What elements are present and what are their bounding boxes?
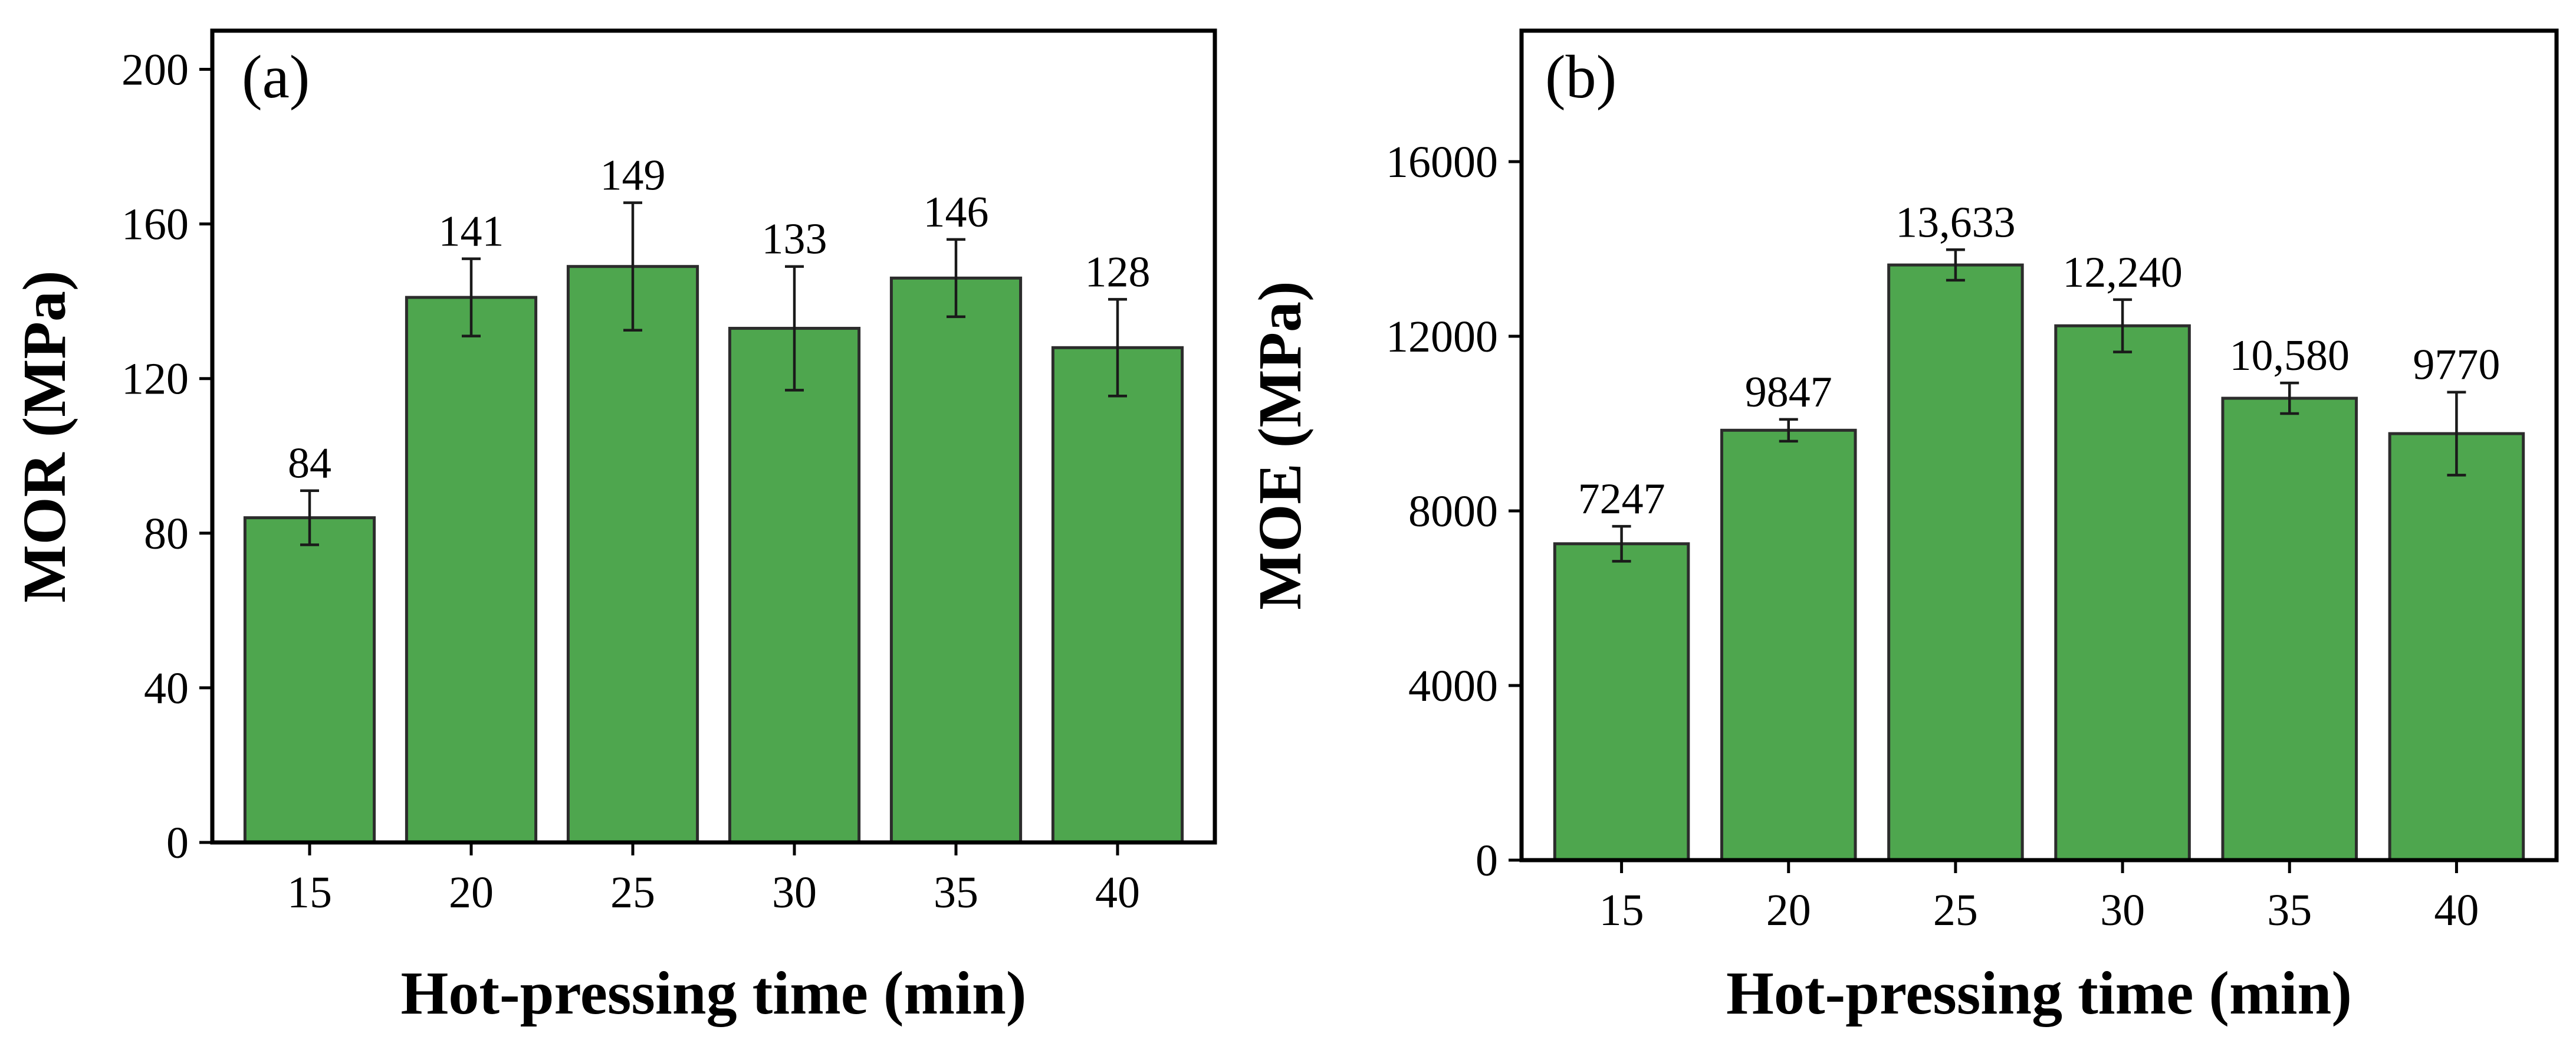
y-axis-title: MOE (MPa) — [1246, 281, 1314, 609]
x-tick-label-20: 20 — [449, 868, 494, 917]
error-bar-15 — [300, 489, 319, 546]
y-tick-label-0: 0 — [1476, 836, 1498, 886]
x-axis-title: Hot-pressing time (min) — [1726, 959, 2352, 1027]
value-label-35: 10,580 — [2230, 332, 2350, 380]
bar-35 — [2221, 396, 2358, 862]
error-bar-15 — [1612, 524, 1631, 563]
x-tick-label-15: 15 — [287, 868, 332, 917]
value-label-15: 84 — [288, 440, 331, 488]
value-label-25: 149 — [600, 152, 666, 200]
y-tick-label-4000: 4000 — [1408, 661, 1498, 711]
error-bar-25 — [623, 201, 642, 332]
y-tick-label-160: 160 — [121, 200, 189, 250]
error-bar-20 — [1779, 418, 1798, 443]
error-bar-40 — [1108, 298, 1127, 398]
error-bar-30 — [2113, 298, 2133, 353]
value-label-35: 146 — [924, 188, 989, 237]
bar-40 — [2388, 432, 2525, 862]
error-bar-35 — [2280, 381, 2299, 415]
y-tick-label-0: 0 — [166, 818, 189, 868]
x-tick-label-15: 15 — [1599, 886, 1644, 935]
x-tick-label-25: 25 — [1933, 886, 1978, 935]
x-axis-title: Hot-pressing time (min) — [400, 959, 1026, 1027]
bar-40 — [1051, 346, 1184, 844]
x-tick-label-25: 25 — [610, 868, 655, 917]
value-label-20: 9847 — [1745, 368, 1832, 417]
value-label-20: 141 — [439, 208, 504, 256]
error-bar-20 — [462, 257, 481, 337]
value-label-30: 12,240 — [2062, 248, 2183, 297]
x-tick-label-35: 35 — [2267, 886, 2312, 935]
bar-30 — [2054, 324, 2191, 862]
bar-25 — [1887, 263, 2024, 862]
y-tick-label-12000: 12000 — [1386, 312, 1498, 362]
y-axis-title: MOR (MPa) — [11, 270, 78, 602]
plot-frame — [210, 28, 1217, 845]
value-label-30: 133 — [762, 215, 827, 264]
plot-frame — [1519, 28, 2559, 862]
y-tick-label-120: 120 — [121, 355, 189, 404]
x-tick-label-40: 40 — [2434, 886, 2479, 935]
y-tick-label-40: 40 — [144, 664, 189, 713]
y-tick-label-200: 200 — [121, 45, 189, 95]
x-tick-label-30: 30 — [772, 868, 817, 917]
bar-15 — [243, 516, 376, 844]
panel-label: (b) — [1545, 43, 1616, 111]
error-bar-25 — [1946, 248, 1965, 282]
x-tick-label-20: 20 — [1766, 886, 1811, 935]
bar-30 — [728, 327, 861, 844]
panel-label: (a) — [242, 43, 310, 111]
bar-20 — [405, 296, 538, 844]
x-tick-label-40: 40 — [1095, 868, 1140, 917]
value-label-40: 128 — [1085, 248, 1151, 296]
x-tick-label-30: 30 — [2100, 886, 2145, 935]
value-label-40: 9770 — [2413, 341, 2500, 389]
bar-25 — [566, 265, 699, 844]
y-tick-label-16000: 16000 — [1386, 137, 1498, 187]
value-label-25: 13,633 — [1895, 198, 2016, 247]
error-bar-35 — [947, 238, 965, 319]
y-tick-label-8000: 8000 — [1408, 487, 1498, 536]
chart-panel-b: 7247 15 9847 20 13,633 25 12,240 30 10,580 35 9770… — [1246, 28, 2559, 1027]
bar-20 — [1720, 428, 1857, 862]
value-label-15: 7247 — [1578, 475, 1665, 523]
error-bar-40 — [2447, 391, 2466, 477]
chart-panel-a: 84 15 141 20 149 25 133 30 146 35 128 40 0 40 80 120 160… — [11, 28, 1217, 1027]
y-tick-label-80: 80 — [144, 509, 189, 559]
bar-35 — [889, 276, 1023, 844]
x-tick-label-35: 35 — [934, 868, 978, 917]
bar-15 — [1553, 542, 1690, 862]
error-bar-30 — [785, 265, 804, 392]
